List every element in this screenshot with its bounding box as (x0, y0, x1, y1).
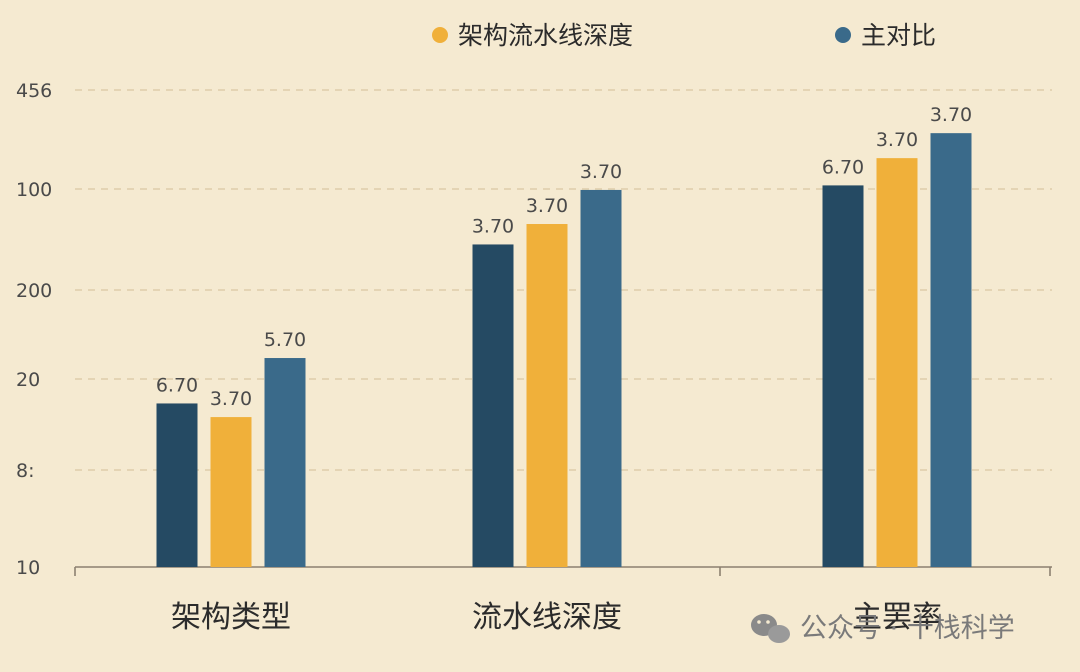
bar (210, 417, 252, 567)
bar (264, 358, 306, 567)
y-tick-label: 8: (16, 460, 35, 482)
data-label: 3.70 (876, 129, 918, 151)
watermark: 公众号 · 十栈科学 (751, 613, 1015, 644)
legend: 架构流水线深度 主对比 (432, 21, 936, 50)
data-label: 5.70 (264, 329, 306, 351)
bar (876, 158, 918, 567)
data-label: 3.70 (472, 215, 514, 237)
y-tick-label: 456 (16, 80, 52, 102)
value-labels-layer: 6.70 3.70 5.70 3.70 3.70 3.70 6.70 3.70 3.70 (156, 104, 972, 410)
bar (526, 224, 568, 567)
bars-layer (156, 133, 972, 567)
legend-marker (835, 27, 851, 43)
bar (930, 133, 972, 567)
legend-marker (432, 27, 448, 43)
y-tick-label: 20 (16, 369, 40, 391)
x-category-label: 架构类型 (171, 600, 291, 635)
y-tick-label: 10 (16, 557, 40, 579)
bar (472, 244, 514, 567)
legend-label: 主对比 (861, 21, 936, 50)
data-label: 3.70 (210, 388, 252, 410)
data-label: 3.70 (930, 104, 972, 126)
data-label: 3.70 (580, 161, 622, 183)
watermark-text: 公众号 · 十栈科学 (800, 613, 1015, 644)
x-category-label: 主罢率 (852, 600, 942, 635)
wechat-icon (751, 614, 790, 643)
bar (580, 189, 622, 567)
y-tick-label: 200 (16, 280, 52, 302)
y-tick-label: 100 (16, 179, 52, 201)
data-label: 6.70 (156, 374, 198, 396)
data-label: 6.70 (822, 156, 864, 178)
data-label: 3.70 (526, 195, 568, 217)
bar (822, 185, 864, 567)
x-category-label: 流水线深度 (472, 600, 622, 635)
legend-label: 架构流水线深度 (458, 21, 633, 50)
bar (156, 403, 198, 567)
